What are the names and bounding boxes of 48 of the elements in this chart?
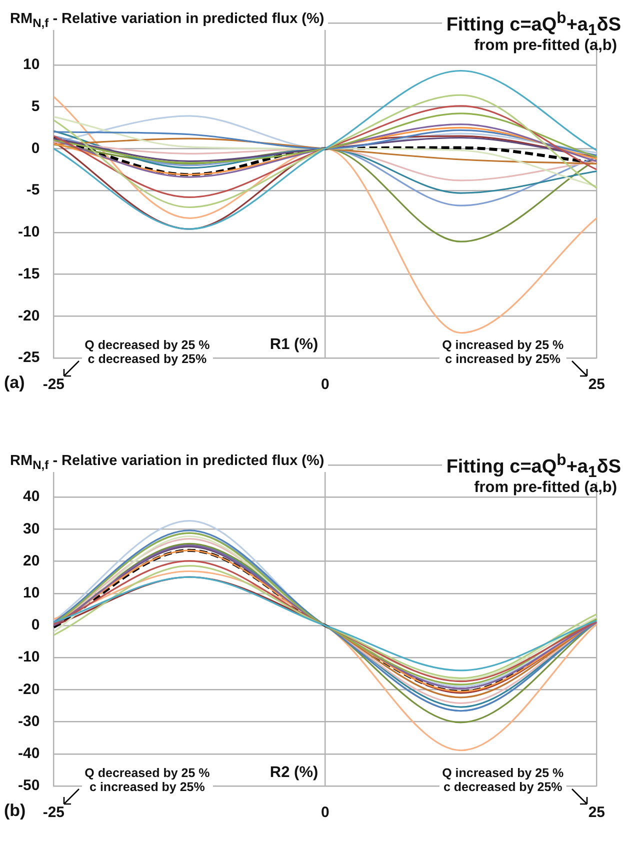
line-series (54, 130, 597, 194)
x-axis-title: R1 (%) (266, 336, 322, 354)
line-series (54, 112, 597, 164)
y-tick-label: 5 (31, 98, 40, 115)
line-series (54, 576, 597, 672)
text: from pre-fitted (a,b) (473, 479, 617, 496)
y-tick-label: 0 (31, 140, 40, 157)
y-tick-label: -20 (18, 680, 40, 698)
x-tick-label: 25 (588, 376, 605, 394)
y-tick-label: -20 (18, 307, 40, 324)
line-series (54, 129, 597, 156)
line-series (54, 94, 597, 208)
y-tick-label: -50 (18, 777, 40, 794)
y-tick-label: -15 (18, 265, 40, 282)
text: from pre-fitted (a,b) (473, 37, 617, 54)
x-tick-label: -25 (42, 804, 65, 822)
x-tick-label: 25 (588, 804, 605, 822)
text: (a) (4, 373, 25, 393)
x-axis-title: R2 (%) (266, 764, 322, 782)
y-tick-label: -10 (18, 224, 40, 241)
y-tick-label: -40 (18, 745, 40, 762)
chart-title: Fitting c=aQ$^{b}$+a$_{1}$δS (446, 10, 621, 40)
y-axis-title: RM$_{N,f}$ - Relative variation in predicted flux (%) (10, 11, 328, 30)
text: (b) (4, 801, 26, 821)
annotation: Q increased by 25 % c increased by 25% (439, 338, 567, 366)
y-tick-label: 10 (22, 56, 40, 74)
y-tick-label: 20 (22, 552, 40, 570)
y-tick-label: -25 (18, 349, 40, 366)
annotation: Q increased by 25 % c decreased by 25% (439, 766, 567, 794)
chart-title: Fitting c=aQ$^{b}$+a$_{1}$δS (446, 452, 621, 482)
line-series (54, 570, 597, 752)
line-series (54, 116, 597, 188)
line-series (54, 70, 597, 230)
y-axis-title: RM$_{N,f}$ - Relative variation in predicted flux (%) (10, 453, 328, 472)
y-tick-label: -30 (18, 712, 40, 730)
x-tick-label: 0 (320, 376, 330, 394)
line-series (54, 96, 597, 334)
annotation: Q decreased by 25 % c increased by 25% (82, 766, 213, 794)
y-tick-label: 30 (22, 520, 40, 538)
y-tick-label: 0 (31, 616, 40, 634)
annotation: Q decreased by 25 % c decreased by 25% (82, 338, 213, 366)
y-tick-label: -5 (26, 182, 40, 199)
line-series (54, 105, 597, 198)
x-tick-label: -25 (42, 376, 65, 394)
y-tick-label: -10 (18, 648, 40, 666)
y-tick-label: 10 (22, 584, 40, 602)
y-tick-label: 40 (22, 488, 40, 506)
x-tick-label: 0 (320, 804, 330, 822)
